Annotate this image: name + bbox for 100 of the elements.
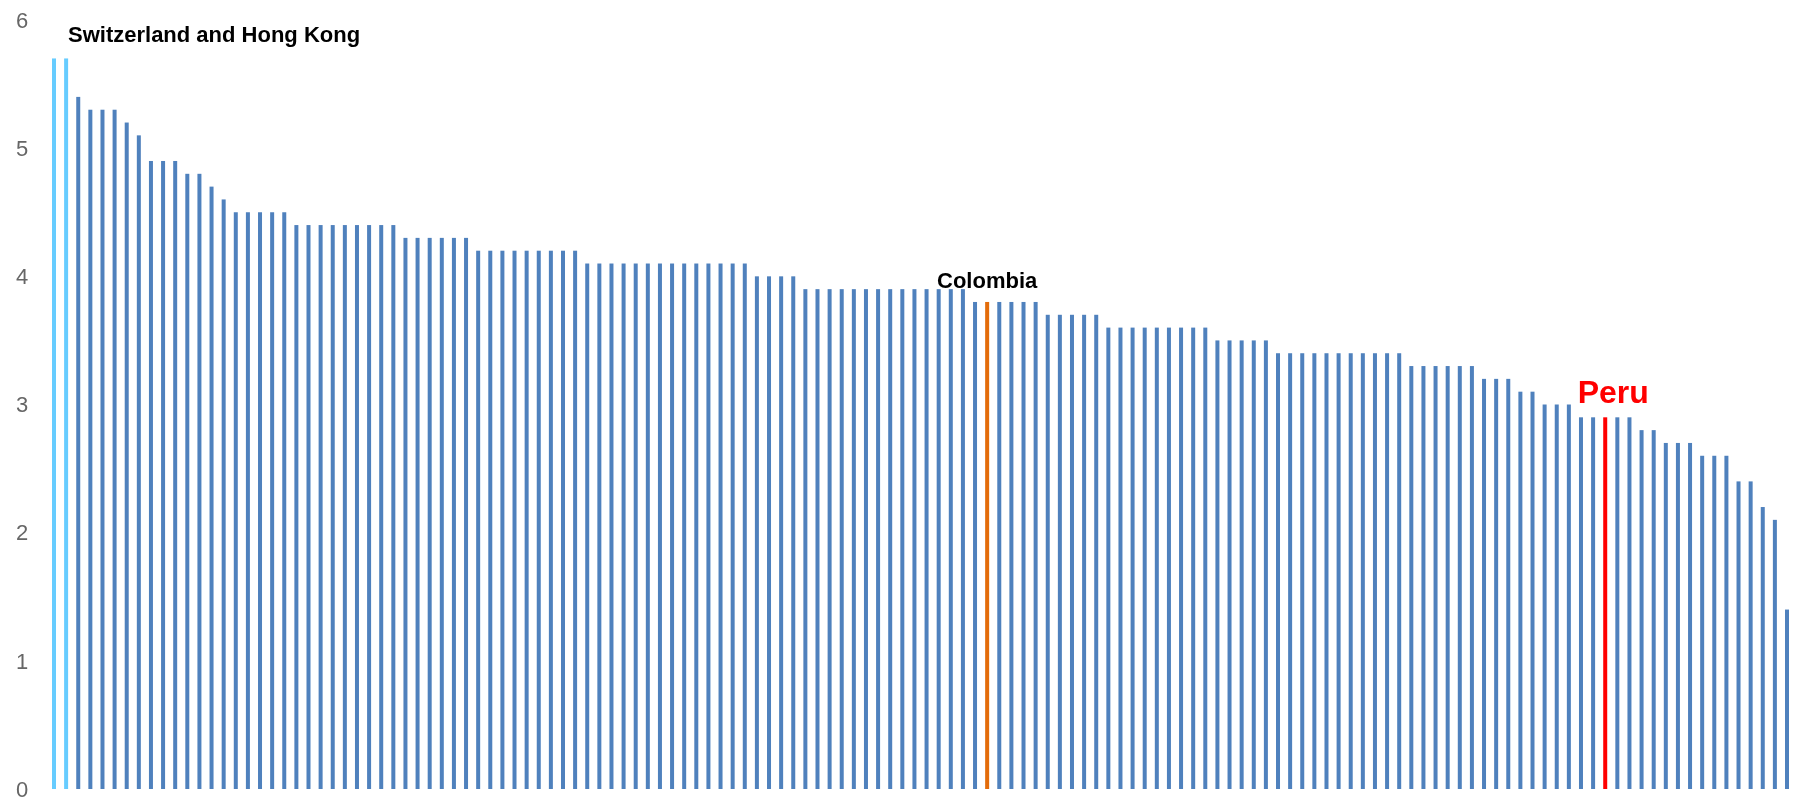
bar [294, 225, 299, 789]
y-tick-label: 2 [15, 520, 29, 546]
bar [839, 289, 844, 789]
bar [645, 263, 650, 789]
bar [342, 225, 347, 789]
bar [876, 289, 881, 789]
y-tick-label: 3 [15, 392, 29, 418]
y-tick-label: 4 [15, 264, 29, 290]
bar [1457, 366, 1462, 789]
y-tick-label: 0 [15, 776, 29, 802]
bar [924, 289, 929, 789]
bar [197, 173, 202, 789]
bar [706, 263, 711, 789]
bar [488, 250, 493, 789]
annotation: Peru [1577, 374, 1649, 411]
bar [670, 263, 675, 789]
bar [1542, 404, 1547, 789]
bar [476, 250, 481, 789]
bar [1203, 327, 1208, 789]
bar [367, 225, 372, 789]
bar [1688, 442, 1693, 789]
bar [415, 237, 420, 789]
bar [124, 122, 129, 789]
bar [912, 289, 917, 789]
bar [1154, 327, 1159, 789]
bar [1433, 366, 1438, 789]
bar [718, 263, 723, 789]
bar [1445, 366, 1450, 789]
bar [464, 237, 469, 789]
bar [560, 250, 565, 789]
bar [1518, 391, 1523, 789]
bar [245, 212, 250, 789]
bar [1639, 430, 1644, 789]
bar [379, 225, 384, 789]
bar [524, 250, 529, 789]
bar [1130, 327, 1135, 789]
bar [1251, 340, 1256, 789]
bar [573, 250, 578, 789]
bar [1615, 417, 1620, 789]
bar [767, 276, 772, 789]
bar [100, 109, 105, 789]
bar [209, 186, 214, 789]
bar [536, 250, 541, 789]
bar [1530, 391, 1535, 789]
bar [1372, 353, 1377, 789]
bar [1045, 314, 1050, 789]
bar [427, 237, 432, 789]
bar [863, 289, 868, 789]
bar [52, 58, 56, 789]
bar [451, 237, 456, 789]
annotation: Colombia [937, 267, 1039, 293]
bar [500, 250, 505, 789]
bar [1033, 301, 1038, 789]
bar [1263, 340, 1268, 789]
bar [1276, 353, 1281, 789]
bar [960, 289, 965, 789]
bar [136, 135, 141, 789]
bar [221, 199, 226, 789]
bar [1069, 314, 1074, 789]
bar [827, 289, 832, 789]
bar [1700, 455, 1705, 789]
bar [270, 212, 275, 789]
bar [900, 289, 905, 789]
bar [64, 58, 69, 789]
bar [1591, 417, 1596, 789]
bar [1724, 455, 1729, 789]
bar [585, 263, 590, 789]
bar [1142, 327, 1147, 789]
bar [1106, 327, 1111, 789]
y-tick-label: 1 [15, 648, 29, 674]
bar [161, 160, 166, 789]
bar [1191, 327, 1196, 789]
bar [391, 225, 396, 789]
bar [997, 301, 1002, 789]
bar [1009, 301, 1014, 789]
bar [173, 160, 178, 789]
bar [512, 250, 517, 789]
bar [1409, 366, 1414, 789]
bar [815, 289, 820, 789]
bar [1094, 314, 1099, 789]
bar [1663, 442, 1668, 789]
bar [1421, 366, 1426, 789]
bar [1603, 417, 1608, 789]
bar [1469, 366, 1474, 789]
bar [1385, 353, 1390, 789]
bar [1578, 417, 1583, 789]
bar [1227, 340, 1232, 789]
bar [233, 212, 238, 789]
bar [403, 237, 408, 789]
bar [1360, 353, 1365, 789]
bar [948, 289, 953, 789]
bar [1494, 378, 1499, 789]
bar [597, 263, 602, 789]
bar [306, 225, 311, 789]
bar [1506, 378, 1511, 789]
bar [1312, 353, 1317, 789]
bar [318, 225, 323, 789]
bar [803, 289, 808, 789]
bar [1166, 327, 1171, 789]
bar [657, 263, 662, 789]
